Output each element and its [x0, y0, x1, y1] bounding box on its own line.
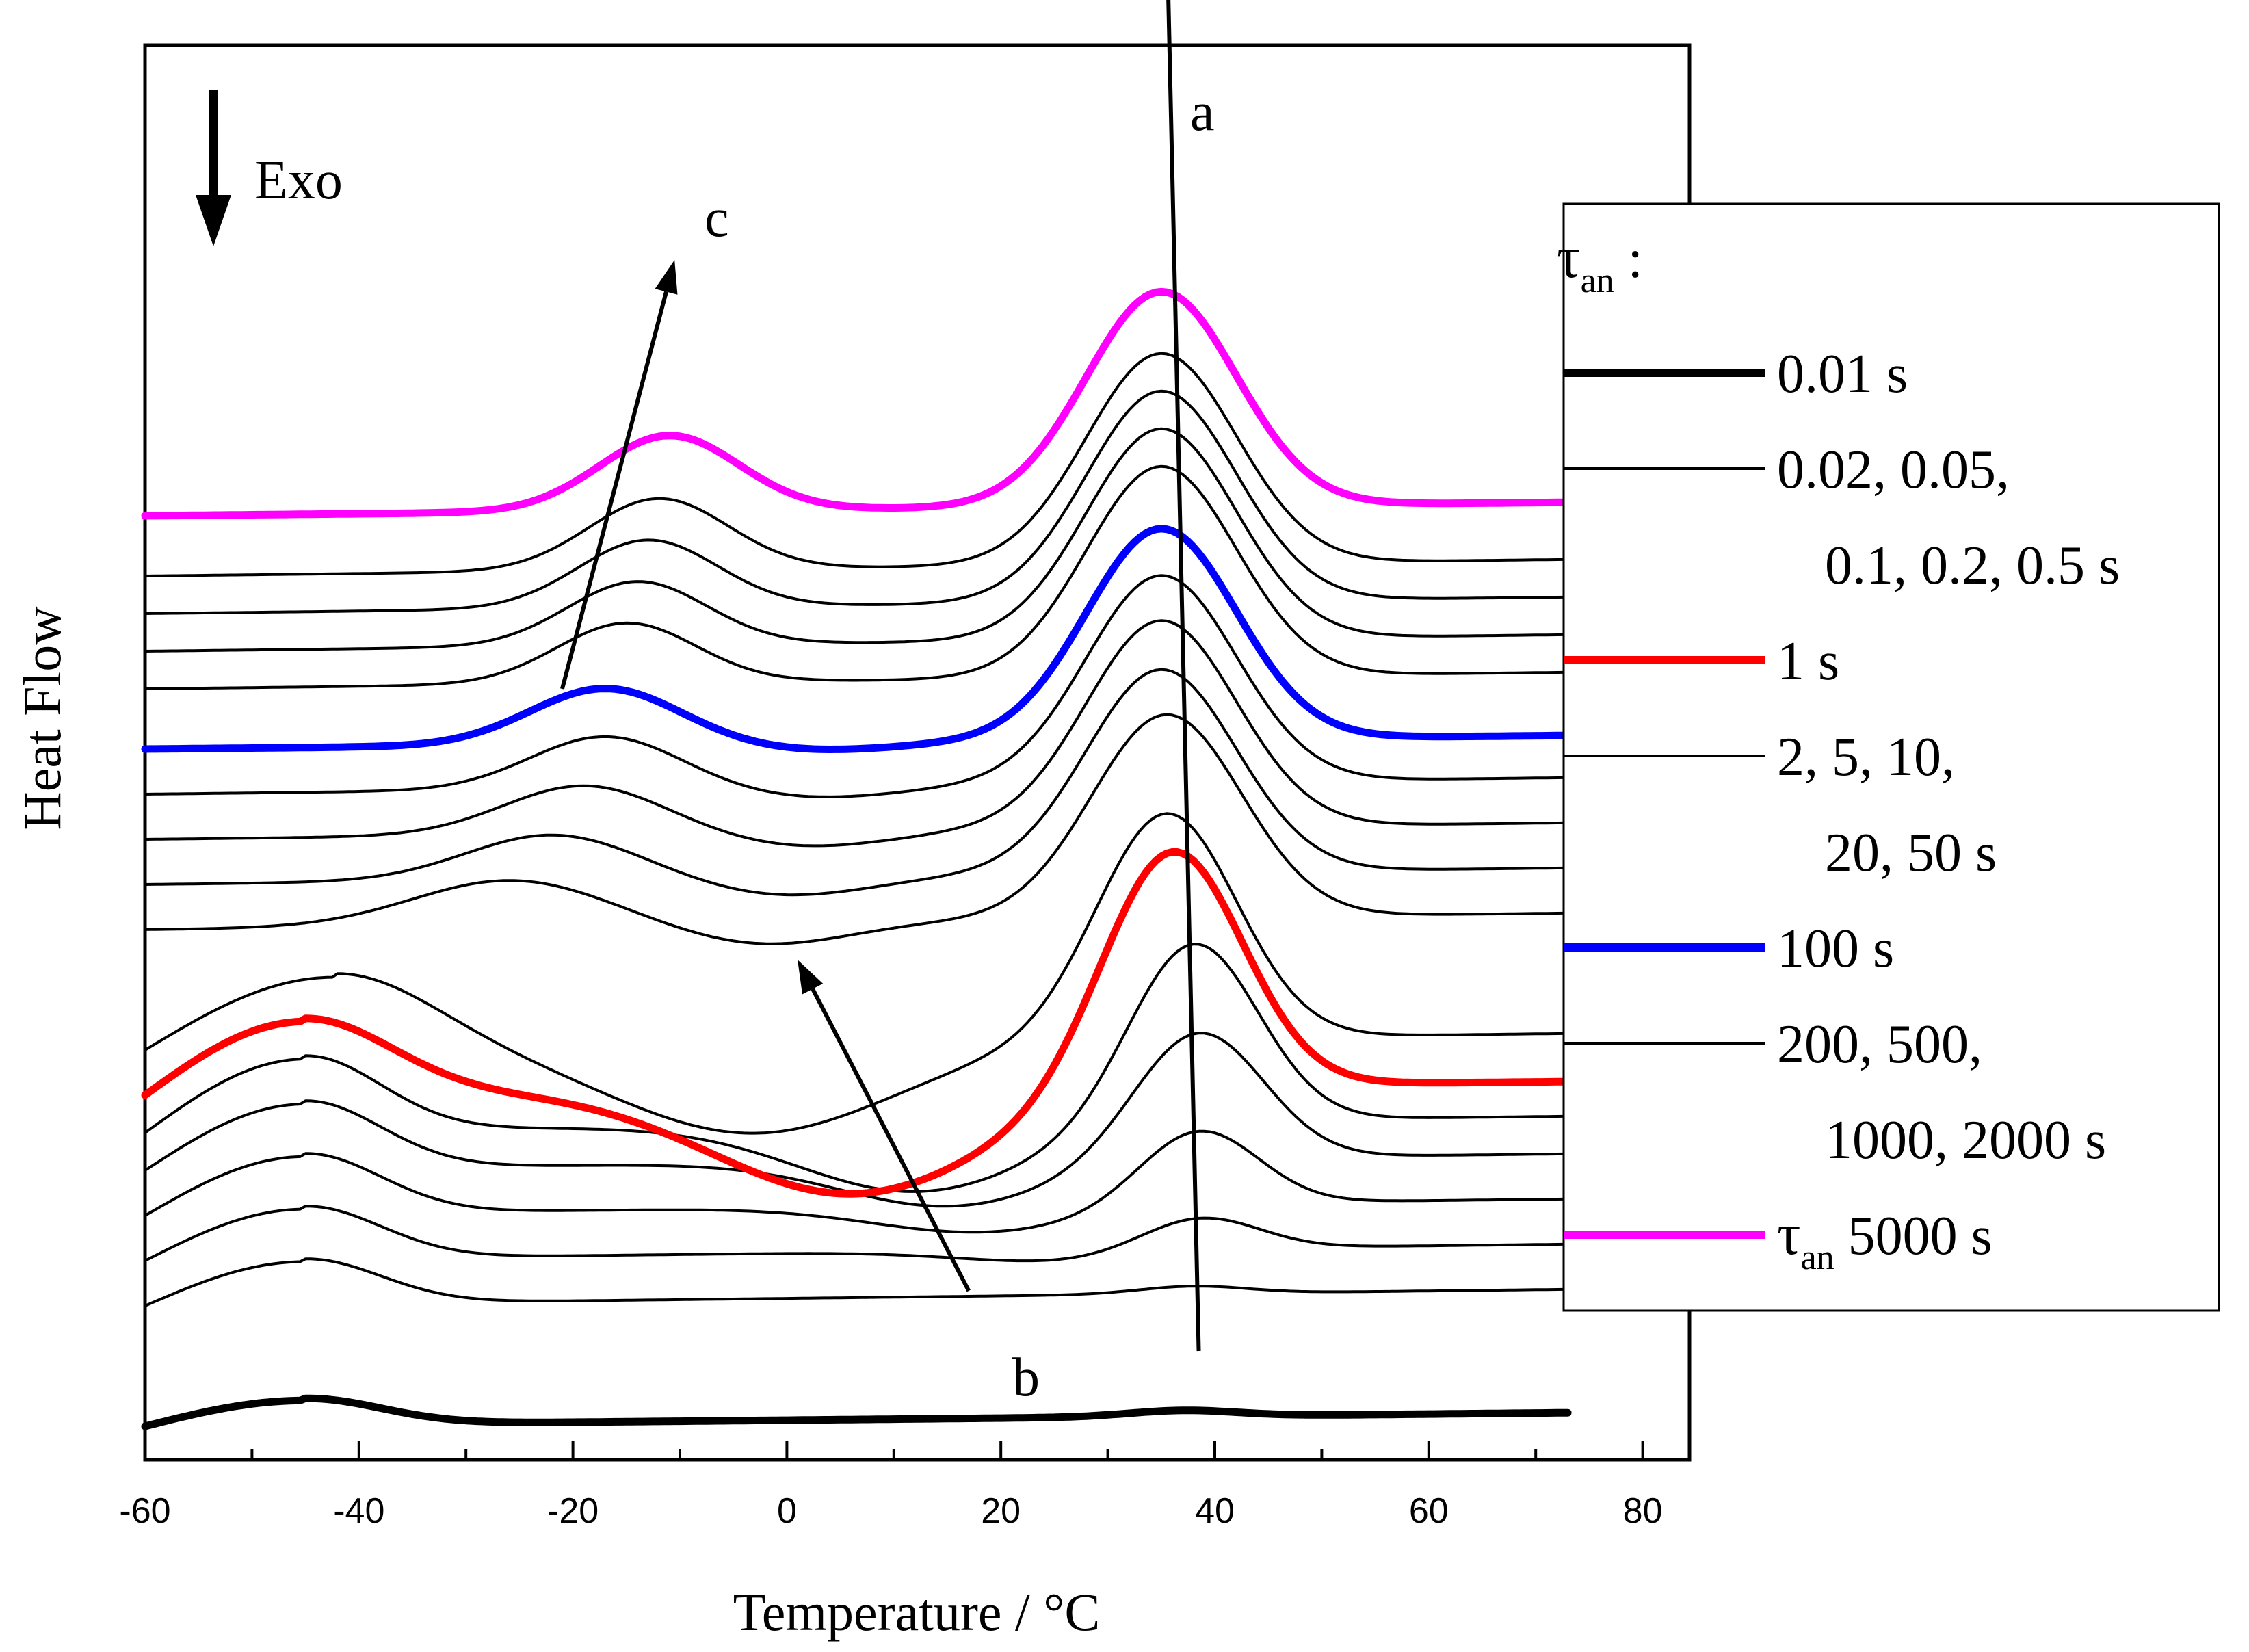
legend-label-5-0: 200, 500, — [1777, 1014, 1982, 1075]
legend-label-3-1: 20, 50 s — [1825, 823, 1997, 883]
x-tick-label-40: 40 — [1195, 1491, 1235, 1531]
curve-100-s — [141, 525, 1572, 753]
legend-label-4-0: 100 s — [1777, 919, 1894, 979]
x-tick-label-0: 0 — [777, 1491, 797, 1531]
curve-0-05-s — [144, 1205, 1570, 1263]
legend: τan : 0.01 s0.02, 0.05,0.1, 0.2, 0.5 s1 … — [1557, 202, 2220, 1312]
curve-0-02-s — [144, 1257, 1570, 1307]
curve-0-2-s — [144, 1032, 1570, 1208]
x-tick-label--60: -60 — [119, 1491, 170, 1531]
x-tick-label-20: 20 — [981, 1491, 1021, 1531]
x-axis-title: Temperature / °C — [733, 1582, 1101, 1642]
x-axis-tick-labels: -60 -40 -20 0 20 40 60 80 — [119, 1491, 1662, 1531]
legend-tau: τ — [1777, 1201, 1801, 1267]
exo-arrow-head — [196, 195, 231, 246]
legend-label-0-0: 0.01 s — [1777, 344, 1908, 404]
curve-200-s — [144, 464, 1570, 690]
y-axis-title: Heat Flow — [12, 606, 72, 830]
legend-label-3-0: 2, 5, 10, — [1777, 727, 1955, 787]
curve-10-s — [144, 668, 1570, 897]
curve-5000-s — [141, 287, 1572, 520]
x-tick-label--20: -20 — [547, 1491, 599, 1531]
legend-title-tau: τ — [1557, 224, 1581, 290]
x-tick-label-80: 80 — [1623, 1491, 1663, 1531]
curve-1-s — [141, 848, 1572, 1198]
arrow-b-shaft — [811, 988, 971, 1292]
exo-indicator: Exo — [196, 90, 343, 246]
x-tick-label--40: -40 — [333, 1491, 384, 1531]
legend-label-1-0: 0.02, 0.05, — [1777, 440, 2010, 500]
arrow-c-head — [655, 260, 678, 295]
curve-5-s — [144, 713, 1570, 945]
legend-value: 5000 s — [1834, 1206, 1992, 1266]
curve-50-s — [144, 574, 1570, 798]
legend-label-2-0: 1 s — [1777, 631, 1839, 692]
x-tick-label-60: 60 — [1409, 1491, 1449, 1531]
curve-0-5-s — [144, 943, 1570, 1193]
arrow-c-shaft — [560, 291, 668, 690]
x-axis-ticks — [144, 1441, 1644, 1460]
curve-1000-s — [144, 389, 1570, 615]
curve-0-01-s — [141, 1394, 1572, 1430]
legend-title-sub: an — [1581, 261, 1614, 300]
legend-title: τan : — [1557, 224, 1643, 300]
legend-title-colon: : — [1614, 229, 1643, 289]
curve-20-s — [144, 619, 1570, 848]
curve-500-s — [144, 427, 1570, 653]
legend-label-5-1: 1000, 2000 s — [1825, 1110, 2106, 1170]
legend-tau-sub: an — [1801, 1238, 1834, 1277]
arrow-b-label: b — [1012, 1348, 1040, 1408]
arrow-a-label: a — [1190, 82, 1215, 142]
annotation-arrows: a b c — [560, 0, 1215, 1408]
arrow-c-label: c — [705, 188, 729, 248]
curve-2-s — [144, 812, 1570, 1135]
curve-0-1-s — [144, 1129, 1570, 1234]
legend-entries: 0.01 s 0.02, 0.05, 0.1, 0.2, 0.5 s 1 s 2, 5,… — [1564, 344, 2120, 1277]
curves — [141, 287, 1572, 1430]
legend-label-6-0: τan 5000 s — [1777, 1201, 1992, 1277]
curve-2000-s — [144, 352, 1570, 577]
arrow-b-head — [798, 960, 824, 995]
exo-label: Exo — [254, 150, 343, 211]
arrow-a-shaft — [1166, 0, 1201, 1352]
legend-label-1-1: 0.1, 0.2, 0.5 s — [1825, 536, 2120, 596]
plot-frame — [143, 43, 1692, 1462]
